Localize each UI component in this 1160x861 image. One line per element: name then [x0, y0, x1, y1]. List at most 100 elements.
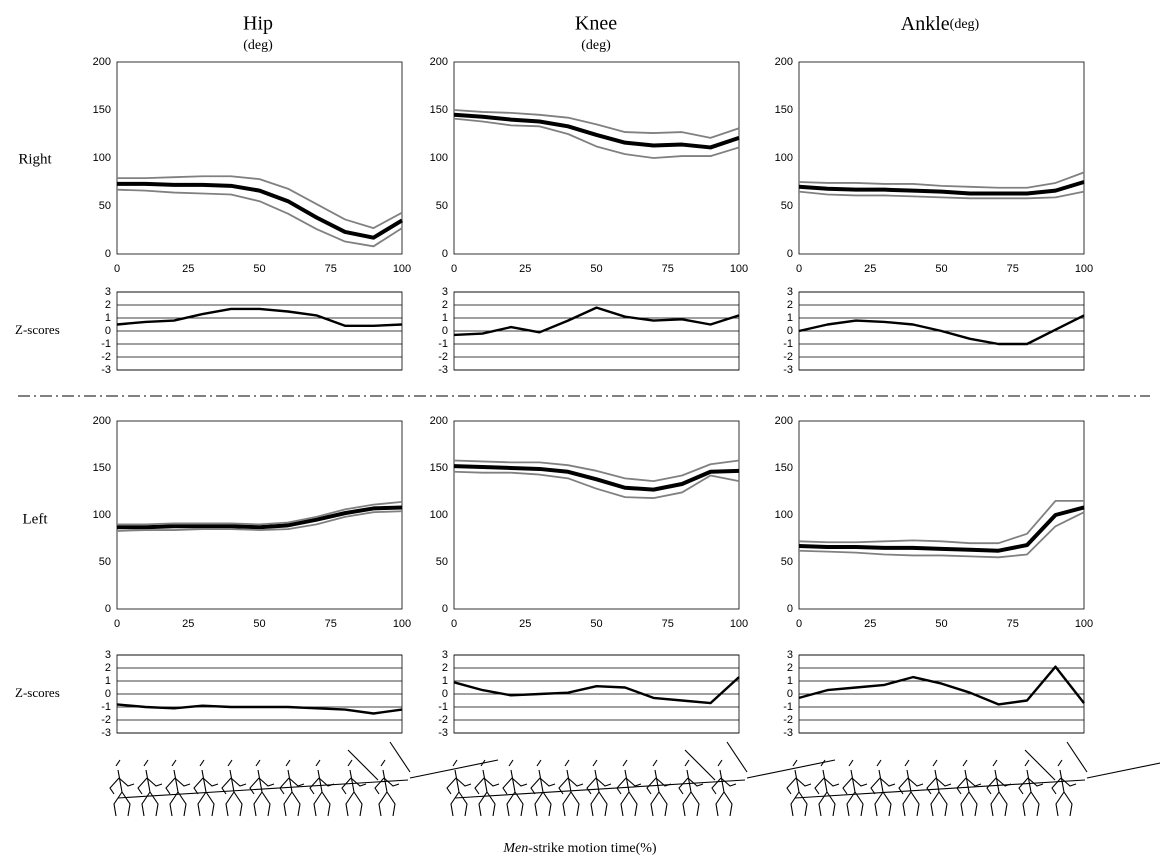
column-title-group: Ankle(deg) — [901, 13, 980, 35]
y-tick-label: 100 — [93, 509, 111, 521]
y-tick-label: 1 — [787, 675, 793, 687]
y-tick-label: 200 — [775, 56, 793, 68]
y-tick-label: -1 — [101, 338, 111, 350]
y-tick-label: 50 — [99, 200, 111, 212]
y-tick-label: 3 — [442, 286, 448, 298]
y-tick-label: 150 — [430, 462, 448, 474]
line — [798, 180, 1085, 196]
x-tick-label: 75 — [662, 618, 674, 630]
unit: (deg) — [950, 17, 980, 32]
x-tick-label: 100 — [730, 263, 748, 275]
unit: (deg) — [581, 38, 611, 53]
y-tick-label: 50 — [781, 556, 793, 568]
x-tick-label: 25 — [864, 263, 876, 275]
line — [798, 505, 1085, 553]
plot-frame — [798, 420, 1085, 610]
y-tick-label: 0 — [105, 603, 111, 615]
y-tick-label: 150 — [775, 104, 793, 116]
plot-frame — [453, 420, 740, 610]
y-tick-label: -2 — [438, 351, 448, 363]
x-tick-label: 25 — [519, 618, 531, 630]
line — [453, 676, 740, 705]
unit: (deg) — [243, 38, 273, 53]
x-tick-label: 0 — [114, 618, 120, 630]
y-tick-label: -2 — [438, 714, 448, 726]
y-tick-label: 3 — [442, 649, 448, 661]
y-tick-label: -1 — [438, 701, 448, 713]
x-tick-label: 25 — [864, 618, 876, 630]
x-tick-label: 50 — [590, 618, 602, 630]
y-tick-label: 3 — [105, 649, 111, 661]
x-tick-label: 100 — [730, 618, 748, 630]
y-tick-label: -3 — [438, 727, 448, 739]
y-tick-label: 0 — [787, 688, 793, 700]
y-tick-label: 1 — [105, 675, 111, 687]
y-tick-label: -1 — [783, 701, 793, 713]
x-tick-label: 25 — [182, 263, 194, 275]
y-tick-label: -1 — [101, 701, 111, 713]
z-label: Z-scores — [15, 322, 60, 337]
line — [798, 190, 1085, 200]
x-tick-label: 75 — [1007, 263, 1019, 275]
plot-frame — [453, 654, 740, 734]
y-tick-label: 100 — [430, 152, 448, 164]
plot-frame — [116, 61, 403, 255]
y-tick-label: 1 — [105, 312, 111, 324]
y-tick-label: -3 — [101, 727, 111, 739]
y-tick-label: 100 — [775, 509, 793, 521]
x-tick-label: 0 — [451, 618, 457, 630]
plot-frame — [798, 61, 1085, 255]
x-tick-label: 0 — [796, 263, 802, 275]
z-label: Z-scores — [15, 685, 60, 700]
y-tick-label: 200 — [775, 415, 793, 427]
line — [453, 112, 740, 150]
y-tick-label: -1 — [783, 338, 793, 350]
line — [798, 500, 1084, 545]
y-tick-label: -3 — [783, 727, 793, 739]
x-axis-title-text: -strike motion time(%) — [528, 841, 657, 856]
line — [117, 181, 404, 240]
y-tick-label: -1 — [438, 338, 448, 350]
line — [798, 665, 1085, 706]
y-tick-label: 200 — [430, 56, 448, 68]
line — [117, 505, 403, 530]
plot-frame — [798, 654, 1085, 734]
x-tick-label: 100 — [393, 263, 411, 275]
line — [453, 464, 740, 492]
plot-frame — [116, 291, 403, 371]
y-tick-label: 2 — [105, 662, 111, 674]
x-axis-title-emphasis: Men — [502, 841, 528, 856]
y-tick-label: 2 — [787, 299, 793, 311]
y-tick-label: 1 — [442, 675, 448, 687]
y-tick-label: 0 — [787, 325, 793, 337]
x-tick-label: 0 — [796, 618, 802, 630]
y-tick-label: 150 — [775, 462, 793, 474]
line — [453, 117, 740, 159]
line — [453, 109, 740, 139]
row-label: Right — [18, 151, 52, 167]
x-tick-label: 75 — [325, 263, 337, 275]
x-tick-label: 50 — [935, 263, 947, 275]
y-tick-label: 150 — [430, 104, 448, 116]
y-tick-label: 0 — [442, 688, 448, 700]
plot-frame — [453, 291, 740, 371]
y-tick-label: 2 — [105, 299, 111, 311]
column-title: Knee — [575, 13, 617, 35]
x-tick-label: 75 — [325, 618, 337, 630]
y-tick-label: 0 — [105, 688, 111, 700]
x-tick-label: 75 — [1007, 618, 1019, 630]
x-tick-label: 0 — [114, 263, 120, 275]
y-tick-label: -2 — [101, 351, 111, 363]
line — [453, 459, 740, 483]
x-tick-label: 100 — [1075, 618, 1093, 630]
y-tick-label: 200 — [93, 56, 111, 68]
line — [117, 175, 403, 229]
y-tick-label: 200 — [430, 415, 448, 427]
plot-frame — [116, 420, 403, 610]
line — [453, 306, 740, 337]
x-tick-label: 100 — [1075, 263, 1093, 275]
x-axis-title: Men-strike motion time(%) — [502, 841, 657, 856]
y-tick-label: 2 — [787, 662, 793, 674]
line — [117, 500, 403, 526]
x-tick-label: 75 — [662, 263, 674, 275]
